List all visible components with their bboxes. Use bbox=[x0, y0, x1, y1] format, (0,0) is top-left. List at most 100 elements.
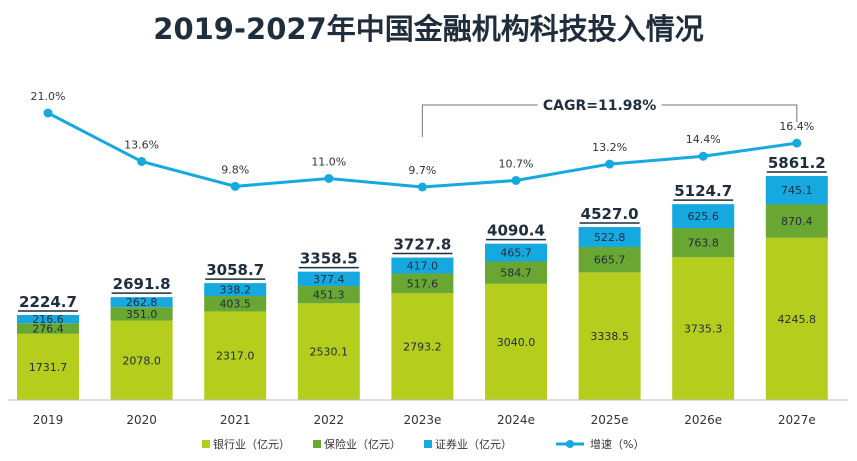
data-label: 522.8 bbox=[594, 231, 626, 244]
x-tick-label: 2022 bbox=[314, 413, 345, 427]
growth-label: 14.4% bbox=[686, 133, 721, 146]
x-tick-label: 2019 bbox=[33, 413, 64, 427]
data-label: 3338.5 bbox=[590, 330, 629, 343]
total-label: 3358.5 bbox=[300, 250, 358, 268]
bar-segment bbox=[391, 257, 454, 274]
data-label: 451.3 bbox=[313, 289, 345, 302]
cagr-annotation: CAGR=11.98% bbox=[421, 95, 798, 137]
data-label: 665.7 bbox=[594, 254, 626, 267]
bar-segment bbox=[578, 246, 641, 273]
bar-segment bbox=[17, 323, 79, 334]
growth-point bbox=[324, 173, 334, 183]
bar-segment bbox=[17, 333, 79, 400]
data-label: 338.2 bbox=[219, 284, 251, 297]
data-label: 584.7 bbox=[500, 267, 532, 280]
x-axis: 2019 2020 2021 2022 2023e 2024e 2025e 2026e 2027… bbox=[8, 399, 848, 427]
legend-swatch bbox=[424, 440, 432, 448]
bar-segment bbox=[485, 283, 547, 400]
x-tick-label: 2023e bbox=[403, 413, 441, 427]
bar-segment bbox=[765, 175, 828, 205]
data-label: 2530.1 bbox=[310, 346, 349, 359]
data-label: 262.8 bbox=[126, 296, 158, 309]
data-label: 745.1 bbox=[781, 184, 813, 197]
growth-label: 13.2% bbox=[592, 141, 627, 154]
bar-segment bbox=[672, 257, 735, 400]
bar-segment bbox=[672, 228, 735, 258]
bar-segment bbox=[297, 286, 360, 304]
bar-segment bbox=[204, 283, 267, 297]
legend-line-marker bbox=[566, 440, 574, 448]
growth-point bbox=[698, 151, 708, 161]
bar-segment bbox=[578, 226, 641, 247]
data-label: 351.0 bbox=[126, 308, 158, 321]
bar-segment bbox=[391, 293, 454, 400]
total-label: 4527.0 bbox=[581, 205, 639, 223]
bar-segment bbox=[110, 320, 173, 400]
total-label: 4090.4 bbox=[487, 222, 545, 240]
chart-title: 2019-2027年中国金融机构科技投入情况 bbox=[153, 12, 704, 46]
bar-segment bbox=[110, 297, 173, 308]
growth-point bbox=[43, 108, 53, 118]
data-label: 3735.3 bbox=[684, 323, 723, 336]
growth-label: 11.0% bbox=[311, 155, 346, 168]
bar-segment bbox=[297, 271, 360, 287]
data-label: 403.5 bbox=[219, 298, 251, 311]
data-label: 216.6 bbox=[32, 313, 64, 326]
bar-segment bbox=[110, 307, 173, 321]
data-label: 2793.2 bbox=[403, 341, 442, 354]
growth-point bbox=[605, 159, 615, 169]
cagr-label-bg bbox=[537, 95, 662, 115]
bar-segment bbox=[765, 204, 828, 238]
x-tick-label: 2020 bbox=[126, 413, 157, 427]
bar-segment bbox=[391, 273, 454, 294]
legend-label: 增速（%） bbox=[590, 437, 644, 451]
data-label: 2078.0 bbox=[122, 354, 161, 367]
total-label: 5124.7 bbox=[674, 182, 732, 200]
data-label: 2317.0 bbox=[216, 350, 255, 363]
x-tick-label: 2021 bbox=[220, 413, 251, 427]
growth-label: 13.6% bbox=[124, 138, 159, 151]
total-label: 2224.7 bbox=[19, 293, 77, 311]
total-label: 3058.7 bbox=[206, 261, 264, 279]
growth-label: 9.7% bbox=[408, 164, 436, 177]
bar-segment bbox=[672, 204, 735, 229]
data-label: 377.4 bbox=[313, 273, 345, 286]
bar-segment bbox=[578, 272, 641, 400]
cagr-label: CAGR=11.98% bbox=[543, 98, 656, 114]
growth-label: 16.4% bbox=[779, 120, 814, 133]
data-label: 870.4 bbox=[781, 215, 813, 228]
data-label: 276.4 bbox=[32, 323, 64, 336]
data-label: 3040.0 bbox=[497, 336, 536, 349]
x-tick-label: 2026e bbox=[684, 413, 722, 427]
growth-line-layer: 21.0% 13.6% 9.8% 11.0% 9.7% 10.7% 13.2% 14.4% 16… bbox=[31, 90, 814, 192]
total-label: 3727.8 bbox=[393, 236, 451, 254]
growth-point bbox=[417, 182, 427, 192]
legend-label: 证券业（亿元） bbox=[435, 437, 512, 451]
x-tick-label: 2025e bbox=[591, 413, 629, 427]
growth-label: 21.0% bbox=[31, 90, 66, 103]
growth-label: 10.7% bbox=[499, 157, 534, 170]
data-label: 517.6 bbox=[407, 277, 439, 290]
data-label: 417.0 bbox=[407, 260, 439, 273]
growth-label: 9.8% bbox=[221, 163, 249, 176]
data-label: 4245.8 bbox=[778, 313, 817, 326]
bar-segment bbox=[485, 261, 547, 284]
growth-point bbox=[792, 138, 802, 148]
total-label: 5861.2 bbox=[768, 154, 826, 172]
data-label: 625.6 bbox=[687, 210, 719, 223]
growth-point bbox=[511, 175, 521, 185]
x-tick-label: 2027e bbox=[778, 413, 816, 427]
bar-segment bbox=[17, 314, 79, 324]
total-label: 2691.8 bbox=[113, 275, 171, 293]
legend: 银行业（亿元） 保险业（亿元） 证券业（亿元） 增速（%） bbox=[202, 437, 644, 451]
legend-label: 银行业（亿元） bbox=[213, 437, 290, 451]
legend-label: 保险业（亿元） bbox=[324, 437, 401, 451]
bar-segment bbox=[204, 311, 267, 400]
bar-segment bbox=[297, 303, 360, 400]
data-label: 465.7 bbox=[500, 247, 532, 260]
legend-swatch bbox=[313, 440, 321, 448]
growth-point bbox=[230, 181, 240, 191]
bar-segment bbox=[485, 243, 547, 262]
